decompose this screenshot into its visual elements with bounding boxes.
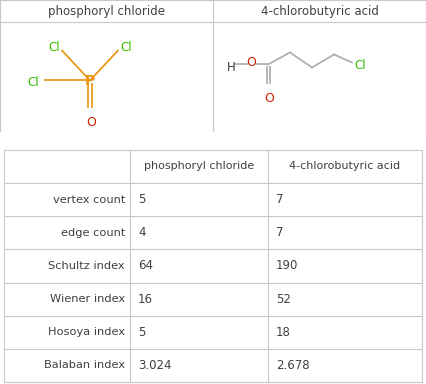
Text: Wiener index: Wiener index — [50, 294, 125, 304]
Text: 18: 18 — [276, 326, 291, 339]
Text: 4: 4 — [138, 226, 146, 239]
Text: Cl: Cl — [354, 59, 366, 72]
Text: 5: 5 — [138, 193, 145, 206]
Text: 16: 16 — [138, 293, 153, 306]
Text: 7: 7 — [276, 193, 283, 206]
Text: O: O — [86, 116, 96, 129]
Text: 7: 7 — [276, 226, 283, 239]
Text: Cl: Cl — [27, 76, 39, 89]
Text: Balaban index: Balaban index — [44, 361, 125, 371]
Text: 52: 52 — [276, 293, 291, 306]
Text: Cl: Cl — [48, 41, 60, 54]
Text: H: H — [227, 61, 236, 74]
Text: vertex count: vertex count — [53, 195, 125, 205]
Text: O: O — [264, 93, 274, 106]
Text: 2.678: 2.678 — [276, 359, 310, 372]
Text: 5: 5 — [138, 326, 145, 339]
Text: Cl: Cl — [120, 41, 132, 54]
Text: 190: 190 — [276, 260, 298, 272]
Text: Schultz index: Schultz index — [49, 261, 125, 271]
Text: Hosoya index: Hosoya index — [48, 327, 125, 337]
Text: phosphoryl chloride: phosphoryl chloride — [48, 5, 165, 18]
Text: 64: 64 — [138, 260, 153, 272]
Text: P: P — [85, 74, 95, 88]
Text: 4-chlorobutyric acid: 4-chlorobutyric acid — [261, 5, 378, 18]
Text: 3.024: 3.024 — [138, 359, 172, 372]
Text: 4-chlorobutyric acid: 4-chlorobutyric acid — [289, 161, 400, 171]
Text: edge count: edge count — [60, 228, 125, 238]
Text: O: O — [246, 56, 256, 69]
Text: phosphoryl chloride: phosphoryl chloride — [144, 161, 254, 171]
